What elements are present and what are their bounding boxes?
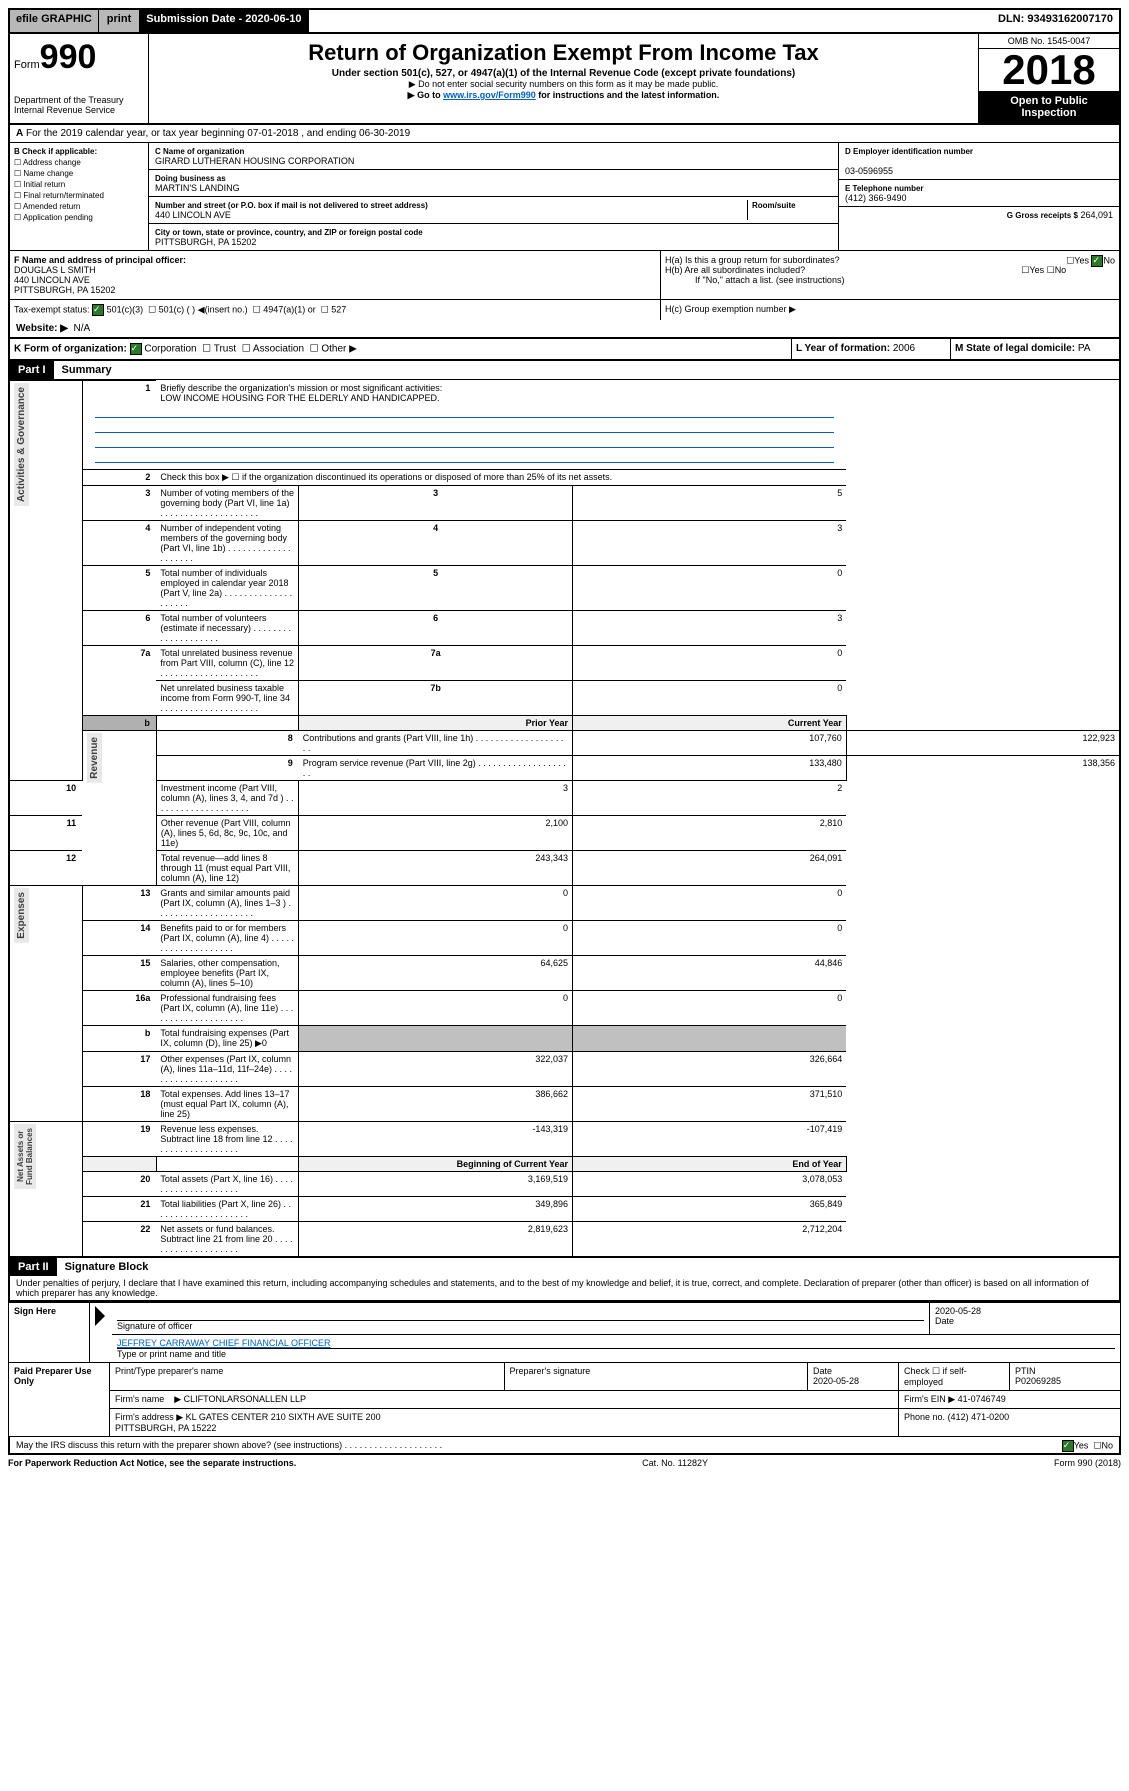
chk-discuss-yes[interactable]: [1062, 1440, 1074, 1452]
section-l: L Year of formation: 2006: [791, 339, 950, 359]
chk-group-return-no[interactable]: [1091, 255, 1103, 267]
gross-receipts-cell: G Gross receipts $ 264,091: [839, 207, 1119, 223]
form-number: Form990: [14, 38, 144, 77]
chk-address-change[interactable]: ☐ Address change: [14, 158, 144, 167]
section-f: F Name and address of principal officer:…: [10, 251, 660, 299]
chk-initial-return[interactable]: ☐ Initial return: [14, 180, 144, 189]
efile-label: efile GRAPHIC: [10, 10, 99, 32]
chk-name-change[interactable]: ☐ Name change: [14, 169, 144, 178]
part1: Part ISummary Activities & Governance 1B…: [8, 361, 1121, 1258]
perjury-declaration: Under penalties of perjury, I declare th…: [10, 1276, 1119, 1300]
side-label-ag: Activities & Governance: [14, 383, 29, 506]
paid-preparer-block: Paid Preparer Use Only Print/Type prepar…: [8, 1362, 1121, 1437]
line-a: A For the 2019 calendar year, or tax yea…: [10, 125, 1119, 143]
section-i: Tax-exempt status: 501(c)(3) ☐ 501(c) ( …: [10, 300, 660, 320]
form-subtitle-3: ▶ Go to www.irs.gov/Form990 for instruct…: [153, 90, 974, 101]
org-name-cell: C Name of organizationGIRARD LUTHERAN HO…: [149, 143, 838, 170]
form-subtitle-2: ▶ Do not enter social security numbers o…: [153, 79, 974, 90]
section-b: B Check if applicable: ☐ Address change …: [10, 143, 149, 250]
section-j: Website: ▶ N/A: [10, 320, 1119, 337]
side-label-exp: Expenses: [14, 888, 29, 943]
part2: Part IISignature Block Under penalties o…: [8, 1258, 1121, 1302]
form-header: Form990 Department of the Treasury Inter…: [8, 34, 1121, 125]
address-cell: Number and street (or P.O. box if mail i…: [149, 197, 838, 224]
section-hc: H(c) Group exemption number ▶: [660, 300, 1119, 320]
section-m: M State of legal domicile: PA: [950, 339, 1119, 359]
form-subtitle-1: Under section 501(c), 527, or 4947(a)(1)…: [153, 68, 974, 79]
chk-corporation[interactable]: [130, 343, 142, 355]
print-button[interactable]: print: [99, 10, 140, 32]
form-title: Return of Organization Exempt From Incom…: [153, 40, 974, 66]
phone-cell: E Telephone number(412) 366-9490: [839, 180, 1119, 207]
ein-cell: D Employer identification number03-05969…: [839, 143, 1119, 180]
chk-application-pending[interactable]: ☐ Application pending: [14, 213, 144, 222]
chk-501c3[interactable]: [92, 304, 104, 316]
city-cell: City or town, state or province, country…: [149, 224, 838, 250]
open-public-label: Open to Public Inspection: [979, 91, 1119, 123]
officer-name-link[interactable]: JEFFREY CARRAWAY CHIEF FINANCIAL OFFICER: [117, 1338, 331, 1348]
top-bar: efile GRAPHIC print Submission Date - 20…: [8, 8, 1121, 34]
side-label-rev: Revenue: [87, 733, 102, 783]
tax-year: 2018: [979, 49, 1119, 91]
dba-cell: Doing business asMARTIN'S LANDING: [149, 170, 838, 197]
discuss-row: May the IRS discuss this return with the…: [8, 1437, 1121, 1455]
chk-amended-return[interactable]: ☐ Amended return: [14, 202, 144, 211]
section-k: K Form of organization: Corporation ☐ Tr…: [10, 339, 791, 359]
dln-label: DLN: 93493162007170: [992, 10, 1119, 32]
page-footer: For Paperwork Reduction Act Notice, see …: [8, 1455, 1121, 1471]
chk-final-return[interactable]: ☐ Final return/terminated: [14, 191, 144, 200]
dept-label: Department of the Treasury Internal Reve…: [14, 95, 144, 115]
side-label-na: Net Assets or Fund Balances: [14, 1124, 36, 1189]
sign-arrow-icon: [95, 1306, 105, 1326]
section-h: H(a) Is this a group return for subordin…: [660, 251, 1119, 299]
sign-here-block: Sign Here Signature of officer 2020-05-2…: [8, 1302, 1121, 1363]
submission-date: Submission Date - 2020-06-10: [140, 10, 308, 32]
irs-link[interactable]: www.irs.gov/Form990: [443, 90, 536, 100]
